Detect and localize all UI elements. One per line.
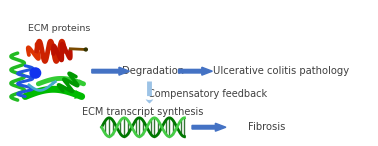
Text: Fibrosis: Fibrosis: [248, 122, 285, 132]
Text: Ulcerative colitis pathology: Ulcerative colitis pathology: [213, 66, 349, 76]
Circle shape: [30, 68, 40, 78]
Text: Degradation: Degradation: [122, 66, 184, 76]
Circle shape: [84, 48, 87, 51]
FancyArrow shape: [178, 67, 212, 75]
Text: Compensatory feedback: Compensatory feedback: [148, 89, 267, 99]
Text: ECM proteins: ECM proteins: [28, 24, 90, 33]
FancyArrow shape: [192, 123, 226, 131]
Text: ECM transcript synthesis: ECM transcript synthesis: [82, 107, 204, 117]
FancyArrow shape: [92, 67, 130, 75]
